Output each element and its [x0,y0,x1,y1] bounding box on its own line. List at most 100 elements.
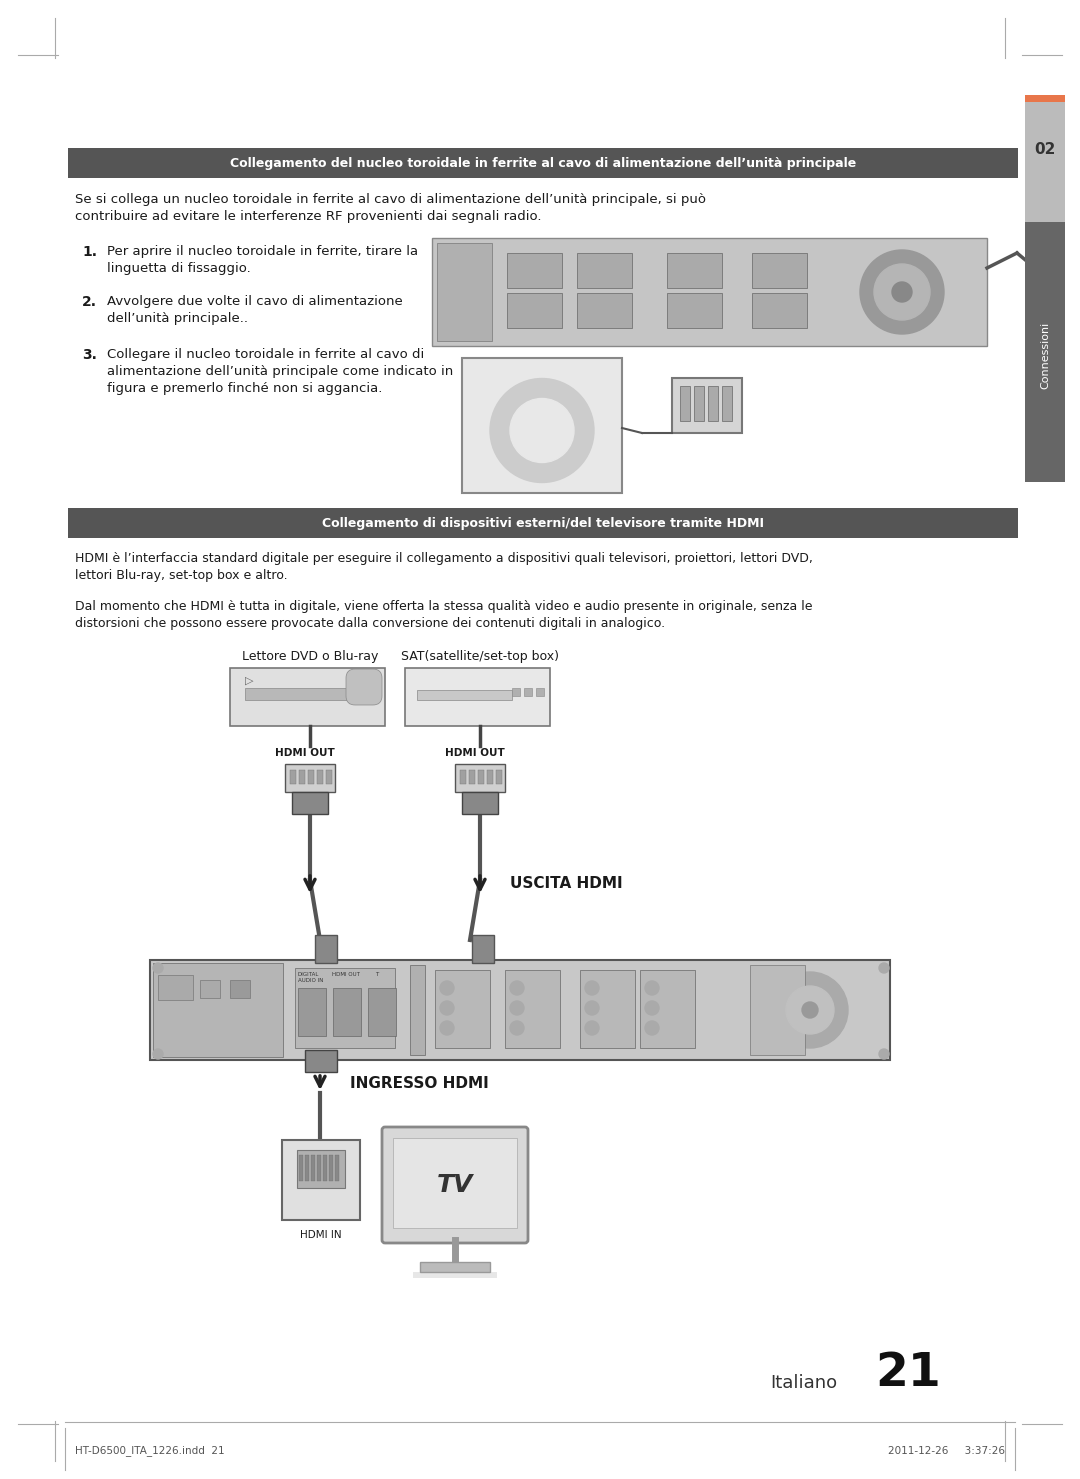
Text: 2011-12-26     3:37:26: 2011-12-26 3:37:26 [888,1446,1005,1455]
Bar [305,1050,337,1072]
Bar [536,688,544,697]
Bar [68,148,1018,177]
Bar [708,386,718,422]
Bar [291,771,296,784]
Bar [462,358,622,493]
Bar [577,293,632,328]
Bar [507,253,562,288]
Bar [512,688,519,697]
Bar [311,1155,315,1182]
Circle shape [879,1049,889,1059]
Bar [505,970,561,1049]
Text: TV: TV [436,1173,473,1197]
Bar [487,771,492,784]
Bar [295,967,395,1049]
Circle shape [645,1021,659,1035]
Text: Collegamento di dispositivi esterni/del televisore tramite HDMI: Collegamento di dispositivi esterni/del … [322,516,764,529]
Bar [667,253,723,288]
Bar [1025,102,1065,222]
Bar [437,243,492,342]
Bar [1025,95,1065,102]
Bar [150,960,890,1060]
Text: ▷: ▷ [245,676,254,686]
Text: Lettore DVD o Blu-ray: Lettore DVD o Blu-ray [242,649,378,663]
Circle shape [440,981,454,995]
Text: Collegamento del nucleo toroidale in ferrite al cavo di alimentazione dell’unità: Collegamento del nucleo toroidale in fer… [230,157,856,170]
Bar [305,1155,309,1182]
Circle shape [585,1021,599,1035]
Bar [472,935,494,963]
Text: 1.: 1. [82,246,97,259]
Bar [413,1272,497,1278]
Bar [723,386,732,422]
Bar [752,253,807,288]
Bar [577,253,632,288]
Circle shape [860,250,944,334]
Bar [680,386,690,422]
Bar [405,669,550,726]
Text: HDMI OUT: HDMI OUT [445,748,504,759]
Bar [455,765,505,791]
Circle shape [802,1001,818,1018]
Bar [285,765,335,791]
Text: DIGITAL
AUDIO IN: DIGITAL AUDIO IN [298,972,323,984]
Bar [297,1151,345,1188]
Circle shape [645,1001,659,1015]
FancyBboxPatch shape [346,669,382,705]
Circle shape [440,1021,454,1035]
Circle shape [892,282,912,302]
Text: Dal momento che HDMI è tutta in digitale, viene offerta la stessa qualità video : Dal momento che HDMI è tutta in digitale… [75,600,812,630]
Bar [368,988,396,1035]
Bar [410,964,426,1055]
Bar [694,386,704,422]
Circle shape [490,379,594,482]
Bar [200,981,220,998]
Bar [524,688,532,697]
Circle shape [510,1021,524,1035]
Bar [326,771,332,784]
Circle shape [510,981,524,995]
Circle shape [874,263,930,319]
Bar [435,970,490,1049]
Bar [420,1262,490,1272]
Circle shape [585,981,599,995]
Text: 02: 02 [1035,142,1055,157]
Circle shape [153,963,163,973]
Bar [417,691,512,700]
Circle shape [440,1001,454,1015]
Bar [333,988,361,1035]
Text: HDMI è l’interfaccia standard digitale per eseguire il collegamento a dispositiv: HDMI è l’interfaccia standard digitale p… [75,552,813,583]
Text: 3.: 3. [82,348,97,362]
Bar [1025,222,1065,482]
Bar [315,935,337,963]
Bar [153,963,283,1057]
Bar [667,293,723,328]
Bar [323,1155,327,1182]
Bar [672,379,742,433]
Text: Avvolgere due volte il cavo di alimentazione
dell’unità principale..: Avvolgere due volte il cavo di alimentaz… [107,294,403,325]
Bar [230,981,249,998]
Text: INGRESSO HDMI: INGRESSO HDMI [350,1075,489,1090]
Bar [393,1137,517,1228]
Circle shape [510,398,573,463]
Bar [752,293,807,328]
Text: HDMI OUT: HDMI OUT [275,748,335,759]
Bar [469,771,475,784]
Bar [158,975,193,1000]
Bar [329,1155,333,1182]
Text: USCITA HDMI: USCITA HDMI [510,876,623,890]
Bar [68,507,1018,538]
Circle shape [772,972,848,1049]
Bar [318,1155,321,1182]
Circle shape [585,1001,599,1015]
Circle shape [510,1001,524,1015]
Circle shape [879,963,889,973]
Text: T: T [375,972,378,978]
Bar [299,1155,303,1182]
Bar [432,238,987,346]
Bar [298,988,326,1035]
Text: Italiano: Italiano [770,1374,837,1392]
Circle shape [153,1049,163,1059]
Bar [496,771,502,784]
Text: HT-D6500_ITA_1226.indd  21: HT-D6500_ITA_1226.indd 21 [75,1445,225,1457]
